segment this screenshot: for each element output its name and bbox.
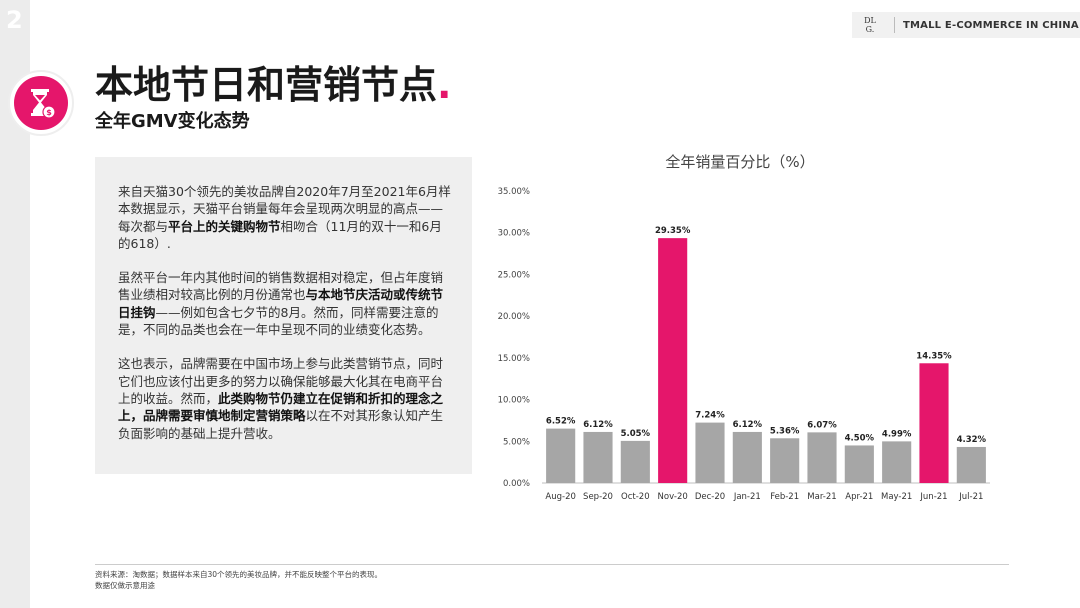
bar-value-label: 7.24% (695, 411, 725, 421)
chart-title: 全年销量百分比（%） (665, 153, 815, 171)
dlg-logo: DL G. (852, 16, 888, 34)
bar-value-label: 4.99% (882, 429, 912, 439)
header-divider (894, 17, 895, 33)
y-tick-label: 30.00% (498, 229, 530, 239)
emphasis-text: 与本地节庆活动或传统节日挂钩 (118, 287, 444, 320)
bar-value-label: 6.52% (546, 417, 576, 427)
x-tick-label: Feb-21 (770, 492, 799, 502)
footer-divider (95, 564, 1009, 565)
x-tick-label: Nov-20 (658, 492, 688, 502)
bar-jun-21 (919, 363, 949, 483)
logo-line-2: G. (865, 25, 875, 34)
body-text: 这也表示，品牌需要在中国市场上参与此类营销节点，同时它们也应该付出更多的努力以确… (118, 356, 444, 406)
y-tick-label: 10.00% (498, 396, 530, 406)
body-text: 以在不对其形象认知产生负面影响的基础上提升营收。 (118, 408, 444, 441)
bar-value-label: 4.32% (957, 435, 987, 445)
paragraph-2: 虽然平台一年内其他时间的销售数据相对稳定，但占年度销售业绩相对较高比例的月份通常… (118, 269, 452, 338)
footer-source: 资料来源：淘数据；数据样本来自30个领先的美妆品牌，并不能反映整个平台的表现。 … (95, 569, 382, 591)
sales-share-bar-chart: 0.00% 5.00% 10.00% 15.00% 20.00% 25.00% 30.00%… (498, 187, 990, 502)
bar-apr-21 (844, 445, 874, 483)
emphasis-text: 平台上的关键购物节 (168, 218, 281, 234)
bar-aug-20 (546, 428, 576, 483)
x-tick-label: Aug-20 (545, 492, 575, 502)
bar-value-label: 29.35% (655, 226, 691, 236)
bar-oct-20 (620, 440, 650, 483)
description-box: 来自天猫30个领先的美妆品牌自2020年7月至2021年6月样本数据显示，天猫平… (95, 157, 472, 474)
bar-jul-21 (956, 446, 986, 483)
header-title: TMALL E-COMMERCE IN CHINA (903, 19, 1079, 31)
page-subtitle: 全年GMV变化态势 (95, 111, 250, 132)
bar-may-21 (882, 441, 912, 483)
paragraph-3: 这也表示，品牌需要在中国市场上参与此类营销节点，同时它们也应该付出更多的努力以确… (118, 355, 452, 441)
bar-value-label: 6.07% (807, 420, 837, 430)
bar-feb-21 (770, 438, 800, 483)
footer-source-line: 资料来源：淘数据；数据样本来自30个领先的美妆品牌，并不能反映整个平台的表现。 (95, 570, 383, 579)
x-tick-label: Dec-20 (695, 492, 725, 502)
x-tick-label: Jun-21 (919, 492, 947, 502)
page-number: 2 (6, 6, 23, 34)
paragraph-1: 来自天猫30个领先的美妆品牌自2020年7月至2021年6月样本数据显示，天猫平… (118, 183, 452, 252)
svg-text:$: $ (46, 108, 52, 117)
section-icon-badge: $ (8, 70, 74, 136)
x-tick-label: May-21 (881, 492, 912, 502)
body-text: 来自天猫30个领先的美妆品牌自2020年7月至2021年6月样本数据显示，天猫平… (118, 184, 451, 234)
title-accent-dot: . (437, 63, 452, 107)
bar-nov-20 (658, 238, 688, 483)
logo-line-1: DL (864, 16, 876, 25)
x-tick-label: Sep-20 (583, 492, 613, 502)
footer-note-line: 数据仅做示意用途 (95, 581, 155, 590)
x-tick-label: Mar-21 (807, 492, 836, 502)
bar-value-label: 4.50% (845, 433, 875, 443)
bar-dec-20 (695, 422, 725, 483)
y-tick-label: 20.00% (498, 312, 530, 322)
x-tick-label: Jul-21 (958, 492, 983, 502)
x-tick-label: Oct-20 (621, 492, 650, 502)
page-title: 本地节日和营销节点. (95, 60, 451, 110)
hourglass-money-icon: $ (14, 76, 68, 130)
body-text: 相吻合（11月的双十一和6月的618）. (118, 218, 442, 251)
y-tick-label: 0.00% (503, 479, 530, 489)
x-tick-label: Apr-21 (845, 492, 873, 502)
header-bar: DL G. TMALL E-COMMERCE IN CHINA (852, 12, 1080, 38)
bar-sep-20 (583, 431, 613, 483)
bar-jan-21 (732, 431, 762, 483)
body-text: 虽然平台一年内其他时间的销售数据相对稳定，但占年度销售业绩相对较高比例的月份通常… (118, 270, 444, 303)
title-text: 本地节日和营销节点 (95, 63, 438, 107)
y-tick-label: 35.00% (498, 187, 530, 197)
bar-value-label: 6.12% (583, 420, 613, 430)
y-tick-label: 15.00% (498, 354, 530, 364)
bar-value-label: 6.12% (733, 420, 763, 430)
body-text: ——例如包含七夕节的8月。然而，同样需要注意的是，不同的品类也会在一年中呈现不同… (118, 304, 439, 338)
bar-value-label: 5.36% (770, 426, 800, 436)
emphasis-text: 此类购物节仍建立在促销和折扣的理念之上，品牌需要审慎地制定营销策略 (118, 390, 444, 424)
bar-value-label: 14.35% (916, 351, 952, 361)
x-tick-label: Jan-21 (733, 492, 761, 502)
y-tick-label: 25.00% (498, 270, 530, 280)
y-tick-label: 5.00% (503, 437, 530, 447)
bar-value-label: 5.05% (621, 429, 651, 439)
bar-mar-21 (807, 432, 837, 483)
